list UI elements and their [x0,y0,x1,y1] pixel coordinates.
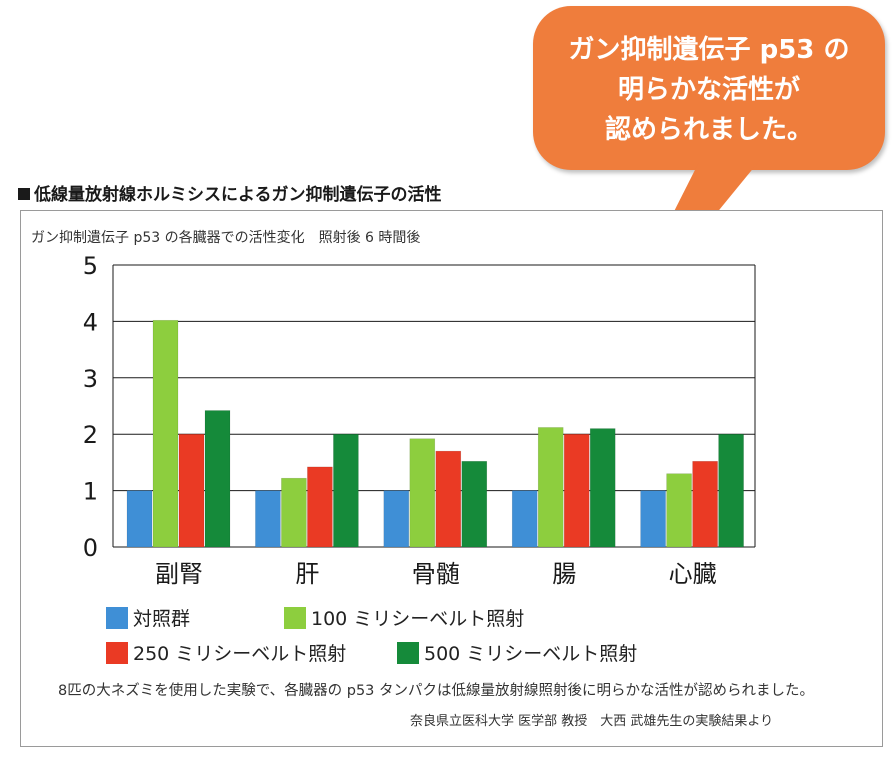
y-tick-label: 0 [83,534,98,562]
bar [152,319,179,548]
bar [537,427,564,548]
y-tick-label: 2 [83,421,98,449]
callout-line: ガン抑制遺伝子 p53 の [568,35,850,65]
bar-marks [126,319,744,548]
legend-swatch [106,642,128,664]
x-axis-labels: 副腎 肝 骨髄 腸 心臓 [155,560,717,588]
bar [255,490,281,548]
x-tick-label: 副腎 [155,560,203,588]
bar [563,433,590,548]
section-title: 低線量放射線ホルミシスによるガン抑制遺伝子の活性 [18,180,442,205]
bar [435,450,462,548]
bar [589,428,616,548]
legend-swatch [284,607,306,629]
bar [640,490,666,548]
x-tick-label: 肝 [295,560,319,588]
legend-item-250msv: 250 ミリシーベルト照射 [106,639,346,666]
callout-line: 認められました。 [604,115,813,145]
legend-item-100msv: 100 ミリシーベルト照射 [284,604,524,631]
y-tick-label: 3 [83,365,98,393]
bar [383,490,410,548]
bar [126,490,153,548]
callout-bubble [533,6,885,170]
footnote-text: 8匹の大ネズミを使用した実験で、各臓器の p53 タンパクは低線量放射線照射後に… [58,683,815,699]
bar [333,433,359,548]
bar [307,466,333,548]
bar [692,460,718,548]
x-tick-label: 腸 [552,560,576,588]
legend-swatch [397,642,419,664]
legend-item-500msv: 500 ミリシーベルト照射 [397,639,637,666]
chart-title: ガン抑制遺伝子 p53 の各臓器での活性変化 照射後 6 時間後 [31,230,421,246]
x-tick-label: 心臓 [669,560,717,588]
callout-text: ガン抑制遺伝子 p53 の 明らかな活性が 認められました。 [533,30,885,150]
y-tick-label: 1 [83,478,98,506]
bar [666,473,692,548]
credit-text: 奈良県立医科大学 医学部 教授 大西 武雄先生の実験結果より [410,714,774,729]
callout-line: 明らかな活性が [617,75,800,105]
bar [204,410,231,548]
bar [461,460,488,548]
bar [281,477,307,548]
legend-item-control: 対照群 [106,604,190,631]
y-tick-label: 5 [83,252,98,280]
bar [511,490,538,548]
y-tick-label: 4 [83,308,98,336]
x-tick-label: 骨髄 [412,560,460,588]
square-bullet-icon [18,188,30,200]
y-axis-ticks: 0 1 2 3 4 5 [83,252,98,562]
legend-swatch [106,607,128,629]
bar [409,438,436,548]
bar [718,433,744,548]
bar [178,433,205,548]
